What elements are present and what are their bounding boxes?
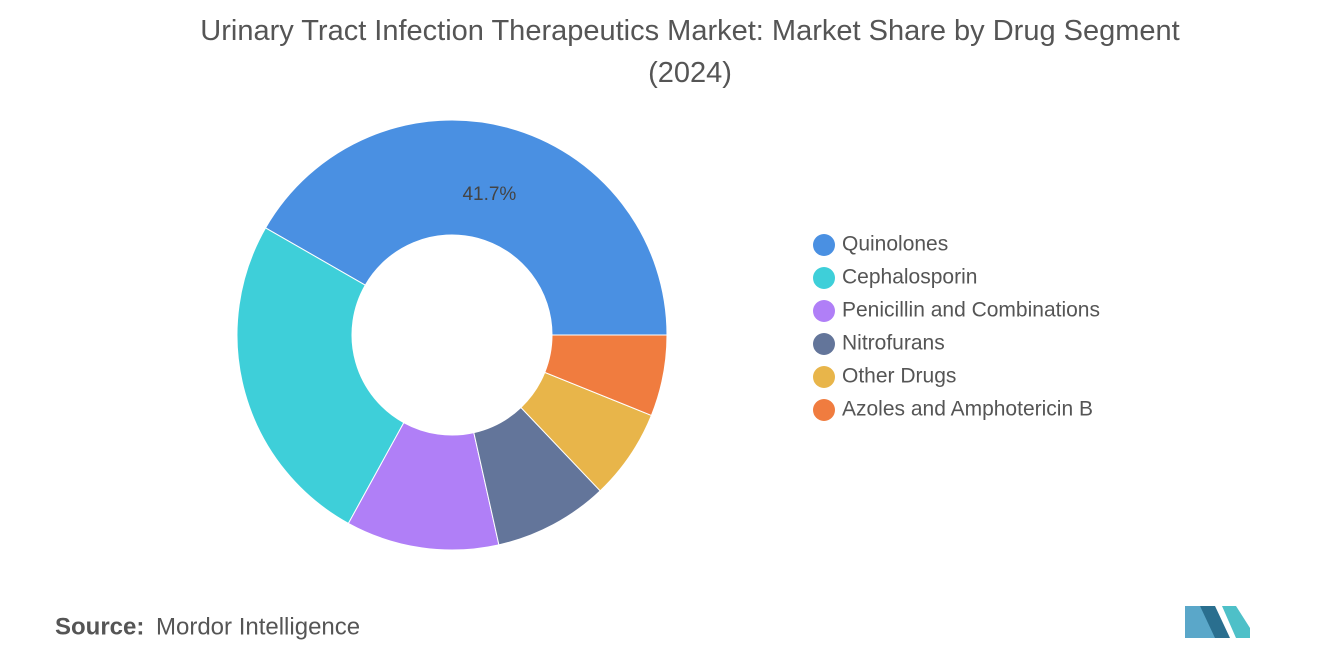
- legend-swatch: [813, 399, 835, 421]
- legend-label: Cephalosporin: [842, 266, 977, 289]
- legend-label: Azoles and Amphotericin B: [842, 398, 1093, 421]
- slice: [544, 334, 668, 417]
- legend-swatch: [813, 366, 835, 388]
- legend-label: Nitrofurans: [842, 332, 945, 355]
- legend-swatch: [813, 234, 835, 256]
- slice: [264, 119, 668, 336]
- logo: [1185, 606, 1250, 638]
- data-label: 41.7%: [462, 184, 516, 205]
- chart-title: Urinary Tract Infection Therapeutics Mar…: [200, 15, 1180, 89]
- legend-label: Quinolones: [842, 233, 948, 256]
- legend-swatch: [813, 300, 835, 322]
- legend-label: Penicillin and Combinations: [842, 299, 1100, 322]
- legend-swatch: [813, 333, 835, 355]
- legend-swatch: [813, 267, 835, 289]
- slice: [236, 227, 405, 525]
- source: Mordor Intelligence: [156, 613, 360, 640]
- source-label: Source:: [55, 613, 144, 640]
- legend-label: Other Drugs: [842, 365, 956, 388]
